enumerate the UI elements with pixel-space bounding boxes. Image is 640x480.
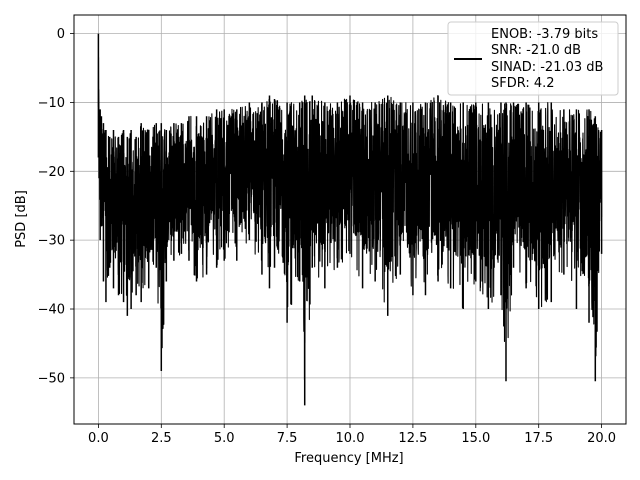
legend-entry-snr: SNR: -21.0 dB [491,43,581,58]
legend-box [447,21,619,96]
y-tick-label: −20 [38,165,65,180]
x-tick-label: 15.0 [461,431,490,446]
x-tick-label: 10.0 [336,431,365,446]
legend-entry-enob: ENOB: -3.79 bits [491,27,598,42]
y-ticks: 0 −10 −20 −30 −40 −50 [38,27,74,386]
y-tick-label: −30 [38,234,65,249]
x-tick-label: 17.5 [524,431,553,446]
legend-entry-sfdr: SFDR: 4.2 [491,76,555,91]
psd-spikes [97,33,603,406]
x-axis-label: Frequency [MHz] [294,451,403,466]
y-tick-label: −50 [38,371,65,386]
y-axis-label: PSD [dB] [14,190,29,248]
x-tick-label: 0.0 [88,431,109,446]
psd-series [97,33,603,406]
y-tick-label: 0 [57,27,65,42]
x-tick-label: 2.5 [151,431,172,446]
y-tick-label: −40 [38,303,65,318]
x-tick-label: 7.5 [277,431,298,446]
x-ticks: 0.0 2.5 5.0 7.5 10.0 12.5 15.0 17.5 20.0 [88,424,616,446]
x-tick-label: 20.0 [587,431,616,446]
legend: ENOB: -3.79 bits SNR: -21.0 dB SINAD: -2… [447,21,619,96]
x-tick-label: 12.5 [398,431,427,446]
y-tick-label: −10 [38,96,65,111]
x-tick-label: 5.0 [214,431,235,446]
legend-entry-sinad: SINAD: -21.03 dB [491,60,603,75]
